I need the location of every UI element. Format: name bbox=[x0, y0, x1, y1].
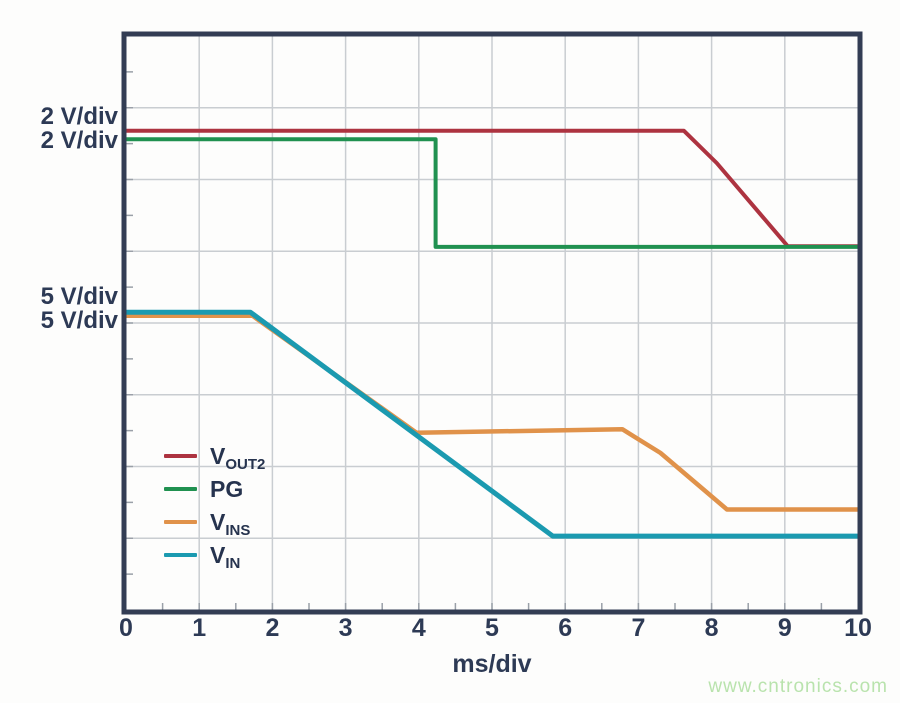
legend-item-vins: VINS bbox=[164, 508, 265, 538]
x-tick-label: 8 bbox=[704, 614, 719, 642]
legend-label-vins: VINS bbox=[210, 508, 250, 538]
x-tick-label: 4 bbox=[411, 614, 426, 642]
x-tick-label: 6 bbox=[558, 614, 573, 642]
x-tick-label: 3 bbox=[338, 614, 353, 642]
legend-label-main: PG bbox=[210, 475, 244, 502]
watermark-text: www.cntronics.com bbox=[708, 676, 888, 697]
scale-label-vout2: 2 V/div bbox=[40, 103, 118, 130]
legend-swatch-vin bbox=[164, 553, 197, 557]
legend-item-vin: VIN bbox=[164, 541, 265, 571]
x-tick-label: 2 bbox=[265, 614, 280, 642]
scale-label-vins: 5 V/div bbox=[40, 283, 118, 310]
x-tick-label: 9 bbox=[777, 614, 792, 642]
legend-label-sub: IN bbox=[225, 554, 241, 572]
legend-label-main: V bbox=[210, 508, 226, 535]
x-tick-label: 1 bbox=[192, 614, 207, 642]
legend-label-vin: VIN bbox=[210, 541, 240, 571]
legend-swatch-vout2 bbox=[164, 454, 197, 458]
x-axis-title: ms/div bbox=[452, 650, 532, 678]
trace-VIN bbox=[126, 309, 858, 539]
trace-PG bbox=[126, 137, 858, 249]
x-tick-label: 5 bbox=[485, 614, 499, 642]
legend-swatch-vins bbox=[164, 520, 197, 524]
scale-label-pg: 2 V/div bbox=[40, 127, 118, 154]
x-tick-label: 7 bbox=[631, 614, 646, 642]
legend-item-vout2: VOUT2 bbox=[164, 442, 265, 472]
legend-label-vout2: VOUT2 bbox=[210, 442, 265, 472]
legend-label-main: V bbox=[210, 442, 226, 469]
legend-label-sub: OUT2 bbox=[225, 455, 266, 473]
legend-label-main: V bbox=[210, 541, 226, 568]
plot-border bbox=[121, 31, 863, 615]
x-tick-label: 0 bbox=[119, 614, 133, 642]
legend-label-sub: INS bbox=[225, 521, 251, 539]
legend-swatch-pg bbox=[164, 487, 197, 491]
legend-item-pg: PG bbox=[164, 477, 265, 501]
x-tick-label: 10 bbox=[844, 614, 872, 642]
legend-label-pg: PG bbox=[210, 475, 244, 502]
legend: VOUT2 PG VINS VIN bbox=[164, 442, 265, 571]
scale-label-vin: 5 V/div bbox=[40, 307, 118, 334]
